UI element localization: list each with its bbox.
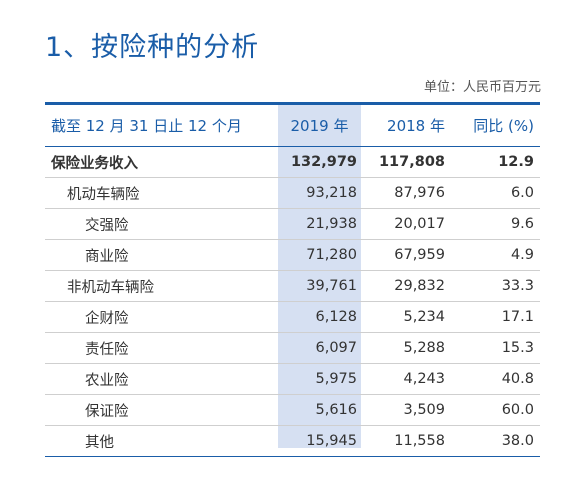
value-2018: 5,234 — [361, 301, 453, 333]
value-2019: 71,280 — [278, 239, 361, 271]
value-2018: 3,509 — [361, 394, 453, 426]
table-row: 农业险 5,975 4,243 40.8 — [45, 363, 540, 395]
value-2019: 6,097 — [278, 332, 361, 364]
row-label: 交强险 — [45, 208, 278, 240]
table-row: 企财险 6,128 5,234 17.1 — [45, 301, 540, 333]
value-yoy: 4.9 — [453, 239, 540, 271]
value-yoy: 33.3 — [453, 270, 540, 302]
value-yoy: 60.0 — [453, 394, 540, 426]
row-label: 农业险 — [45, 363, 278, 395]
value-yoy: 40.8 — [453, 363, 540, 395]
table-body: 保险业务收入 132,979 117,808 12.9 机动车辆险 93,218 87,97… — [45, 146, 540, 457]
row-label: 其他 — [45, 425, 278, 457]
value-yoy: 17.1 — [453, 301, 540, 333]
value-2019: 15,945 — [278, 425, 361, 457]
table-row: 其他 15,945 11,558 38.0 — [45, 425, 540, 457]
value-yoy: 15.3 — [453, 332, 540, 364]
value-2018: 87,976 — [361, 177, 453, 209]
table-row: 保证险 5,616 3,509 60.0 — [45, 394, 540, 426]
table-header-row: 截至 12 月 31 日止 12 个月 2019 年 2018 年 同比 (%) — [45, 105, 540, 147]
table-row: 交强险 21,938 20,017 9.6 — [45, 208, 540, 240]
table-top-rule — [45, 102, 540, 105]
row-label: 机动车辆险 — [45, 177, 278, 209]
table-row-total: 保险业务收入 132,979 117,808 12.9 — [45, 146, 540, 178]
table-row: 商业险 71,280 67,959 4.9 — [45, 239, 540, 271]
header-2019: 2019 年 — [278, 105, 361, 147]
value-2018: 67,959 — [361, 239, 453, 271]
value-2018: 29,832 — [361, 270, 453, 302]
row-label: 责任险 — [45, 332, 278, 364]
table-row: 非机动车辆险 39,761 29,832 33.3 — [45, 270, 540, 302]
table-row: 机动车辆险 93,218 87,976 6.0 — [45, 177, 540, 209]
value-2018: 117,808 — [361, 146, 453, 178]
value-2019: 39,761 — [278, 270, 361, 302]
value-2018: 20,017 — [361, 208, 453, 240]
value-2019: 21,938 — [278, 208, 361, 240]
value-2018: 11,558 — [361, 425, 453, 457]
premium-table-container: 截至 12 月 31 日止 12 个月 2019 年 2018 年 同比 (%)… — [45, 102, 540, 457]
row-label: 商业险 — [45, 239, 278, 271]
table-row: 责任险 6,097 5,288 15.3 — [45, 332, 540, 364]
value-2019: 93,218 — [278, 177, 361, 209]
row-label: 保证险 — [45, 394, 278, 426]
value-yoy: 9.6 — [453, 208, 540, 240]
header-2018: 2018 年 — [361, 105, 453, 147]
row-label: 保险业务收入 — [45, 146, 278, 178]
value-2019: 6,128 — [278, 301, 361, 333]
value-yoy: 12.9 — [453, 146, 540, 178]
value-yoy: 6.0 — [453, 177, 540, 209]
header-yoy: 同比 (%) — [453, 105, 540, 147]
premium-by-line-table: 截至 12 月 31 日止 12 个月 2019 年 2018 年 同比 (%)… — [45, 105, 540, 457]
row-label: 企财险 — [45, 301, 278, 333]
unit-note: 单位：人民币百万元 — [423, 80, 541, 95]
header-period: 截至 12 月 31 日止 12 个月 — [45, 105, 278, 147]
row-label: 非机动车辆险 — [45, 270, 278, 302]
page-title: 1、按险种的分析 — [45, 32, 260, 63]
value-2019: 5,975 — [278, 363, 361, 395]
value-2018: 4,243 — [361, 363, 453, 395]
value-yoy: 38.0 — [453, 425, 540, 457]
value-2019: 5,616 — [278, 394, 361, 426]
value-2019: 132,979 — [278, 146, 361, 178]
value-2018: 5,288 — [361, 332, 453, 364]
